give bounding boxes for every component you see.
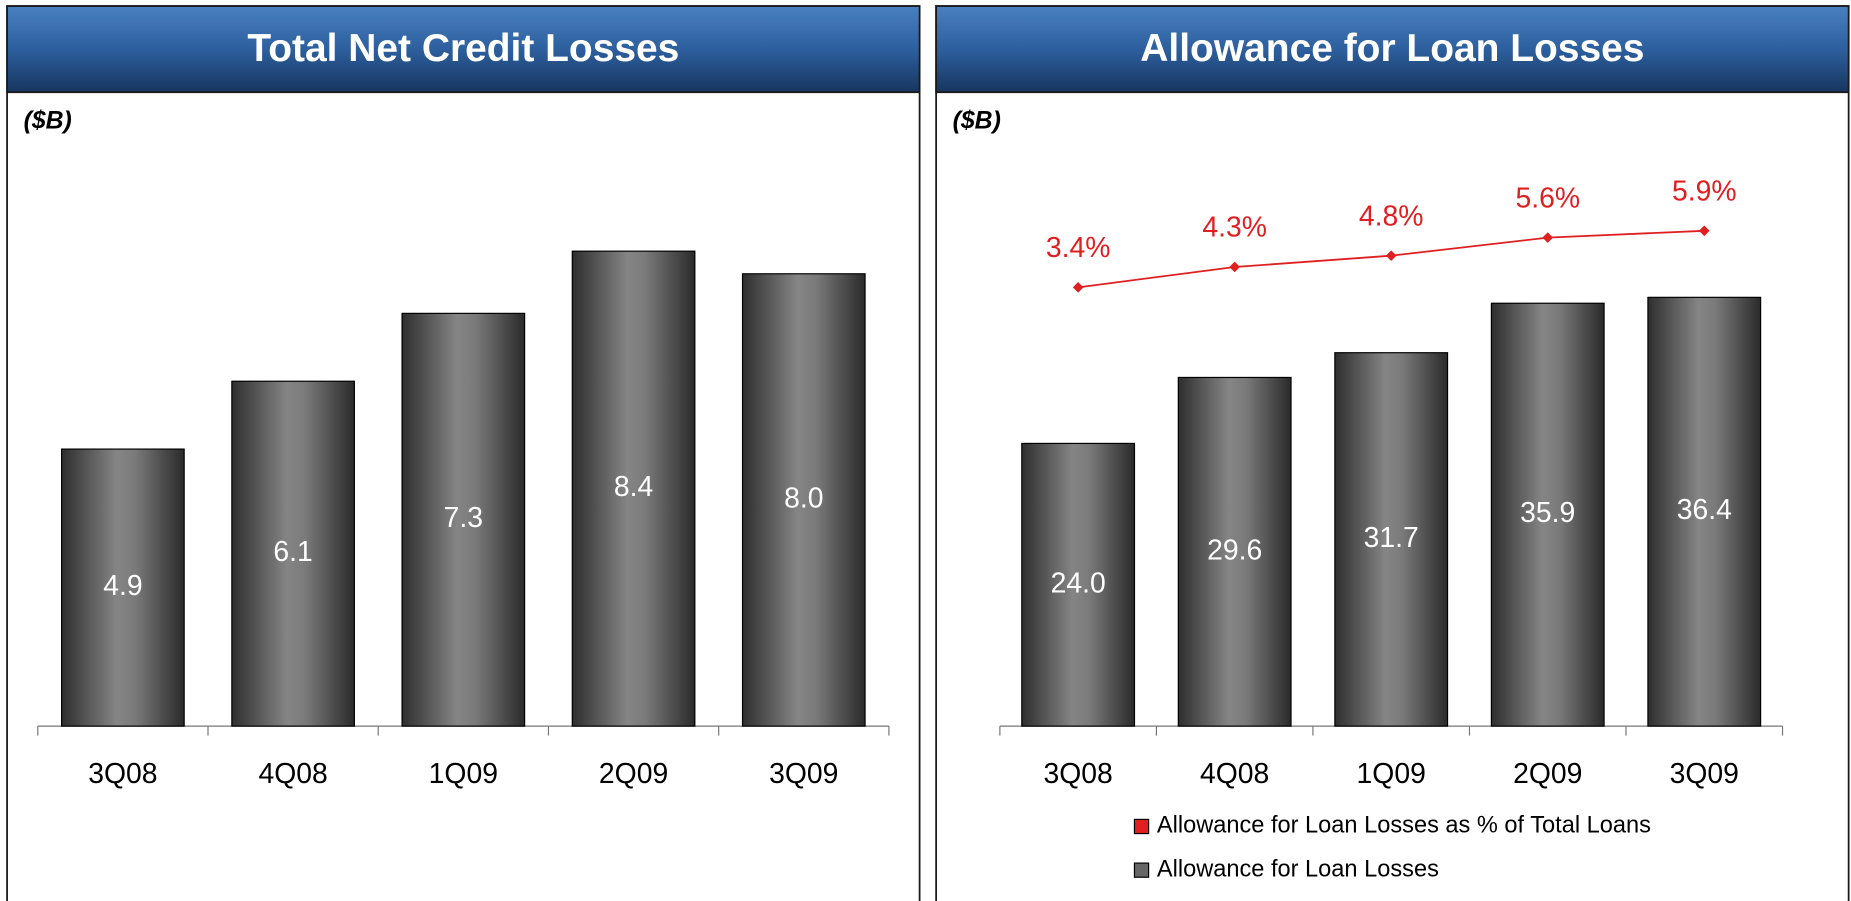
point (1072, 282, 1084, 293)
x-tick-label: 4Q08 (1200, 758, 1269, 790)
legend-label: Allowance for Loan Losses (1157, 856, 1439, 882)
x-tick-label: 3Q08 (1043, 758, 1112, 790)
data-label: 24.0 (1051, 567, 1106, 599)
panel-header (935, 5, 1850, 94)
data-label: 5.6% (1515, 182, 1580, 214)
data-label: 8.4 (614, 471, 653, 503)
bar (231, 380, 355, 727)
x-tick-label: 1Q09 (1357, 758, 1426, 790)
data-label: 4.9 (103, 570, 142, 602)
bar (1490, 302, 1605, 727)
legend-swatch (1133, 862, 1150, 878)
x-tick-label: 3Q09 (769, 758, 838, 790)
data-label: 6.1 (273, 536, 312, 568)
bar (401, 312, 526, 727)
data-label: 36.4 (1677, 494, 1732, 526)
bar (741, 273, 866, 727)
data-label: 4.3% (1202, 212, 1267, 244)
x-tick-label: 3Q09 (1670, 758, 1739, 790)
panel-header (6, 5, 921, 94)
bar (1647, 296, 1762, 727)
point (1229, 261, 1240, 273)
x-tick-label: 2Q09 (1513, 758, 1582, 790)
bar (1177, 376, 1292, 727)
data-label: 31.7 (1364, 522, 1419, 554)
bar (1334, 352, 1449, 727)
data-label: 35.9 (1520, 497, 1575, 529)
x-tick-label: 2Q09 (599, 758, 668, 790)
unit-label: ($B) (953, 107, 1001, 134)
point (1385, 250, 1397, 261)
data-label: 4.8% (1359, 200, 1424, 232)
unit-label: ($B) (24, 107, 72, 134)
point (1542, 232, 1554, 243)
data-label: 3.4% (1046, 232, 1111, 264)
bar (1021, 442, 1136, 727)
legend-label: Allowance for Loan Losses as % of Total … (1157, 813, 1651, 839)
bar (61, 448, 185, 727)
x-tick-label: 1Q09 (429, 758, 498, 790)
data-label: 29.6 (1207, 534, 1262, 566)
data-label: 5.9% (1672, 176, 1737, 208)
bar (571, 250, 696, 727)
data-label: 7.3 (444, 502, 483, 534)
x-tick-label: 3Q08 (88, 758, 157, 790)
x-tick-label: 4Q08 (258, 758, 327, 790)
panel-title: Allowance for Loan Losses (1140, 27, 1644, 70)
panel-title: Total Net Credit Losses (247, 27, 679, 70)
legend-swatch (1133, 818, 1150, 835)
data-label: 8.0 (784, 482, 823, 514)
